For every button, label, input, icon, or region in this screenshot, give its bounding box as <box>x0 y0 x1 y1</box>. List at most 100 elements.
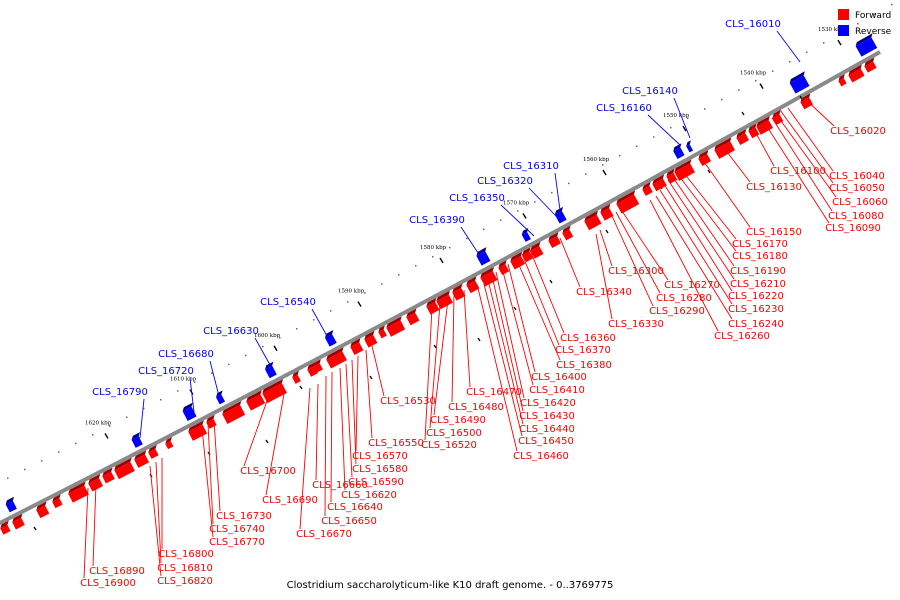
genome-backbone <box>0 50 881 526</box>
reverse-gene-label: CLS_16720 <box>138 366 194 377</box>
leader-line <box>803 97 835 127</box>
leader-line <box>521 253 560 346</box>
leader-line <box>667 179 735 280</box>
tick-label: 1560 kbp <box>583 157 610 163</box>
tick-label: 1530 kbp <box>818 27 845 33</box>
leader-line <box>209 360 221 401</box>
tick-mark <box>357 301 362 307</box>
forward-gene-label: CLS_16530 <box>380 396 436 407</box>
leader-line <box>265 393 285 496</box>
forward-gene <box>498 260 510 276</box>
leader-line <box>207 423 214 525</box>
leader-line <box>615 211 661 294</box>
leader-line <box>671 175 735 267</box>
forward-gene-label: CLS_16460 <box>513 451 569 462</box>
legend-forward-swatch <box>838 9 849 20</box>
forward-gene <box>530 241 544 259</box>
forward-gene <box>848 64 865 83</box>
reverse-gene-label: CLS_16310 <box>503 161 559 172</box>
legend-forward-label: Forward <box>855 11 891 21</box>
leader-line <box>463 289 471 388</box>
forward-gene <box>350 338 364 355</box>
caption: Clostridium saccharolyticum-like K10 dra… <box>287 580 614 591</box>
leader-line <box>507 263 536 373</box>
forward-gene-label: CLS_16380 <box>556 360 612 371</box>
leader-line <box>775 113 837 198</box>
forward-gene-label: CLS_16550 <box>368 438 424 449</box>
leader-line <box>483 283 523 437</box>
leader-line <box>460 226 485 263</box>
leader-line <box>619 207 669 281</box>
forward-gene-label: CLS_16180 <box>732 251 788 262</box>
forward-gene-label: CLS_16210 <box>730 279 786 290</box>
forward-gene-label: CLS_16520 <box>421 440 477 451</box>
forward-gene-label: CLS_16150 <box>746 227 802 238</box>
tick-mark <box>602 169 607 176</box>
forward-gene <box>480 267 498 287</box>
forward-gene-label: CLS_16440 <box>519 424 575 435</box>
leader-line <box>477 287 518 452</box>
reverse-gene-label: CLS_16010 <box>725 19 781 30</box>
tick-label: 1550 kbp <box>663 113 690 119</box>
forward-gene-label: CLS_16570 <box>352 451 408 462</box>
leader-line <box>189 377 195 413</box>
label-leader-lines <box>83 30 837 579</box>
forward-gene-label: CLS_16100 <box>770 166 826 177</box>
leader-line <box>599 229 613 267</box>
tick-mark <box>273 345 278 352</box>
leader-line <box>723 147 751 183</box>
leader-line <box>299 387 311 530</box>
leader-line <box>554 172 561 211</box>
reverse-gene <box>789 71 810 94</box>
forward-gene <box>262 379 287 404</box>
tick-labels: 1530 kbp 1540 kbp 1550 kbp 1560 kbp 1570 kbp… <box>85 27 845 426</box>
leader-line <box>787 107 834 172</box>
forward-gene <box>12 513 25 530</box>
legend-reverse-swatch <box>838 25 849 36</box>
reverse-gene <box>554 206 567 224</box>
forward-gene-label: CLS_16730 <box>216 511 272 522</box>
forward-gene-label: CLS_16280 <box>656 293 712 304</box>
forward-gene <box>307 361 319 377</box>
leader-line <box>528 187 557 217</box>
forward-gene-label: CLS_16270 <box>664 280 720 291</box>
leader-line <box>243 397 269 467</box>
forward-gene-label: CLS_16810 <box>157 563 213 574</box>
leader-line <box>776 30 801 63</box>
forward-gene <box>406 308 420 326</box>
forward-gene-label: CLS_16890 <box>89 566 145 577</box>
forward-gene <box>756 115 774 135</box>
reverse-gene <box>215 390 226 405</box>
forward-gene <box>562 225 574 241</box>
leader-line <box>763 121 830 224</box>
forward-gene-label: CLS_16340 <box>576 287 632 298</box>
forward-gene-label: CLS_16330 <box>608 319 664 330</box>
leader-line <box>751 125 775 167</box>
forward-gene-label: CLS_16470 <box>466 387 522 398</box>
tick-label: 1570 kbp <box>503 200 530 206</box>
forward-gene-label: CLS_16770 <box>209 537 265 548</box>
reverse-gene-label: CLS_16390 <box>409 215 465 226</box>
forward-gene-label: CLS_16360 <box>560 333 616 344</box>
forward-gene <box>584 210 602 231</box>
reverse-gene <box>521 227 531 242</box>
reverse-gene-label: CLS_16680 <box>158 349 214 360</box>
forward-gene <box>714 137 736 159</box>
leader-line <box>595 233 613 320</box>
forward-gene-label: CLS_16490 <box>430 415 486 426</box>
leader-line <box>371 345 385 397</box>
forward-gene-label: CLS_16690 <box>262 495 318 506</box>
forward-gene-label: CLS_16620 <box>341 490 397 501</box>
forward-gene <box>522 247 534 263</box>
leader-line <box>213 419 221 512</box>
tick-mark <box>682 125 687 132</box>
tick-mark <box>759 83 764 89</box>
leader-line <box>649 199 719 332</box>
forward-gene-label: CLS_16190 <box>730 266 786 277</box>
forward-gene-label: CLS_16300 <box>608 266 664 277</box>
reverse-gene <box>855 33 878 57</box>
forward-gene-label: CLS_16590 <box>348 477 404 488</box>
forward-gene-label: CLS_16660 <box>312 480 368 491</box>
reverse-gene-label: CLS_16160 <box>596 103 652 114</box>
